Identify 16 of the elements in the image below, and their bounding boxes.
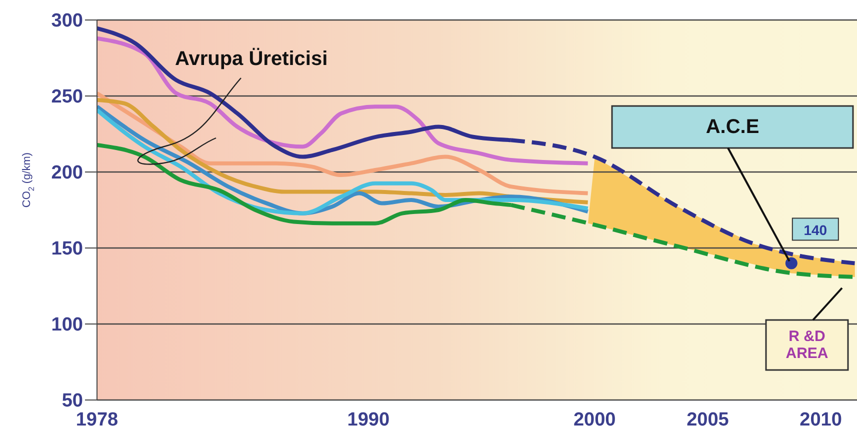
- y-tick-label: 300: [51, 10, 83, 32]
- y-tick-label: 150: [51, 238, 83, 260]
- y-tick-label: 250: [51, 86, 83, 108]
- x-tick-label: 2000: [573, 409, 616, 430]
- data-label: 140: [804, 222, 828, 238]
- y-tick-label: 100: [51, 314, 83, 336]
- y-tick-label: 50: [62, 390, 83, 412]
- annotation: A.C.E: [706, 116, 760, 138]
- x-tick-label: 2005: [686, 409, 730, 430]
- annotation: R &D AREA: [784, 328, 830, 362]
- y-tick-label: 200: [51, 162, 83, 184]
- x-tick-label: 1978: [76, 409, 118, 430]
- x-tick-label: 1990: [347, 409, 390, 430]
- x-tick-label: 2010: [800, 409, 842, 430]
- annotation: Avrupa Üreticisi: [175, 48, 328, 71]
- line-series: [97, 36, 590, 166]
